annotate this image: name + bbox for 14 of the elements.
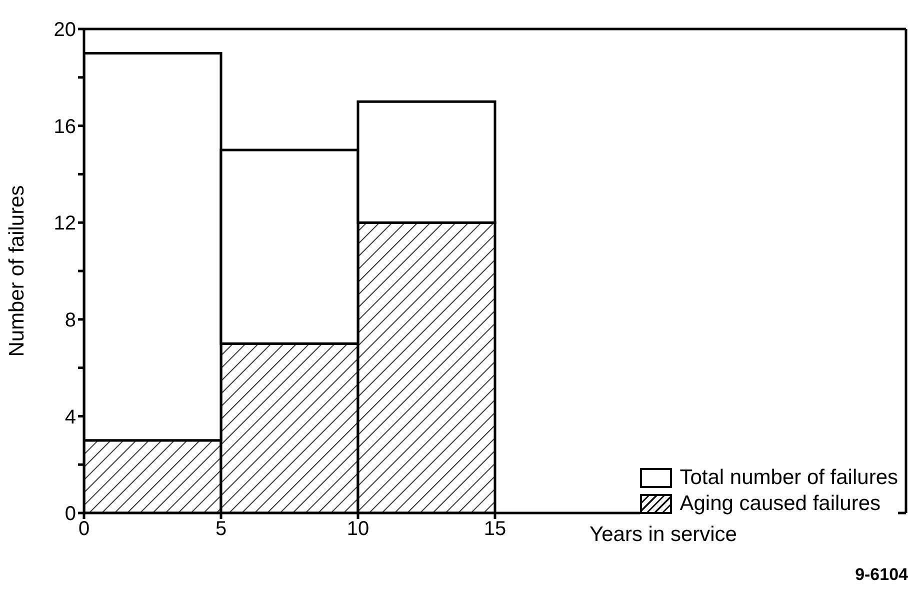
y-tick-label: 4: [64, 406, 76, 428]
x-tick-label: 10: [346, 518, 370, 540]
y-tick-label: 12: [54, 212, 76, 235]
legend-label: Total number of failures: [680, 466, 898, 490]
y-tick-label: 16: [54, 116, 76, 138]
y-tick-label: 8: [64, 310, 76, 332]
text: 9-6104: [854, 565, 908, 585]
y-tick-label: 20: [54, 19, 76, 42]
x-axis-title: Years in service: [590, 523, 737, 546]
x-tick-label: 5: [215, 518, 227, 540]
y-axis-title: Number of failures: [5, 185, 28, 357]
y-tick-label: 0: [64, 503, 76, 526]
x-tick-label: 15: [484, 518, 506, 540]
legend-label: Aging caused failures: [680, 492, 881, 516]
